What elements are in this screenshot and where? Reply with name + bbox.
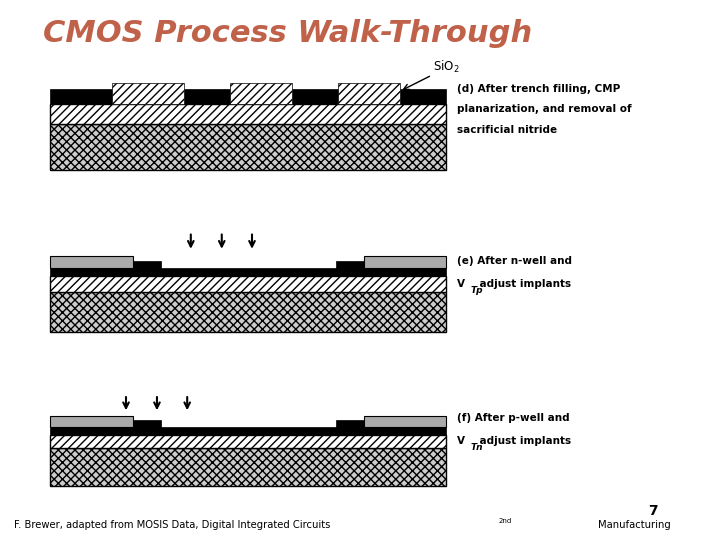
- Bar: [133, 261, 161, 276]
- Bar: [50, 435, 446, 448]
- Text: 7: 7: [648, 504, 657, 518]
- Text: 2nd: 2nd: [499, 518, 512, 524]
- Bar: [50, 416, 133, 427]
- Bar: [133, 420, 161, 435]
- Bar: [50, 256, 133, 268]
- Bar: [50, 124, 446, 170]
- Text: F. Brewer, adapted from MOSIS Data, Digital Integrated Circuits: F. Brewer, adapted from MOSIS Data, Digi…: [14, 520, 330, 530]
- Text: Tn: Tn: [470, 443, 482, 452]
- Bar: [50, 268, 446, 276]
- Text: Tp: Tp: [470, 286, 483, 295]
- Bar: [230, 83, 292, 104]
- Bar: [338, 83, 400, 104]
- Bar: [50, 427, 446, 435]
- Bar: [50, 104, 446, 124]
- Bar: [184, 89, 230, 104]
- Bar: [50, 448, 446, 486]
- Bar: [112, 83, 184, 104]
- Text: (f) After p-well and: (f) After p-well and: [457, 413, 570, 423]
- Bar: [364, 256, 446, 268]
- Text: V    adjust implants: V adjust implants: [457, 279, 572, 289]
- Text: planarization, and removal of: planarization, and removal of: [457, 104, 632, 114]
- Text: (d) After trench filling, CMP: (d) After trench filling, CMP: [457, 84, 621, 94]
- Bar: [50, 89, 112, 104]
- Bar: [400, 89, 446, 104]
- Text: CMOS Process Walk-Through: CMOS Process Walk-Through: [43, 19, 533, 48]
- Bar: [364, 416, 446, 427]
- Text: Manufacturing: Manufacturing: [598, 520, 670, 530]
- Bar: [292, 89, 338, 104]
- Bar: [50, 292, 446, 332]
- Bar: [50, 276, 446, 292]
- Text: (e) After n-well and: (e) After n-well and: [457, 256, 572, 267]
- Text: SiO$_2$: SiO$_2$: [433, 59, 460, 75]
- Bar: [336, 261, 364, 276]
- Bar: [336, 420, 364, 435]
- Text: V    adjust implants: V adjust implants: [457, 436, 572, 446]
- Text: sacrificial nitride: sacrificial nitride: [457, 125, 557, 135]
